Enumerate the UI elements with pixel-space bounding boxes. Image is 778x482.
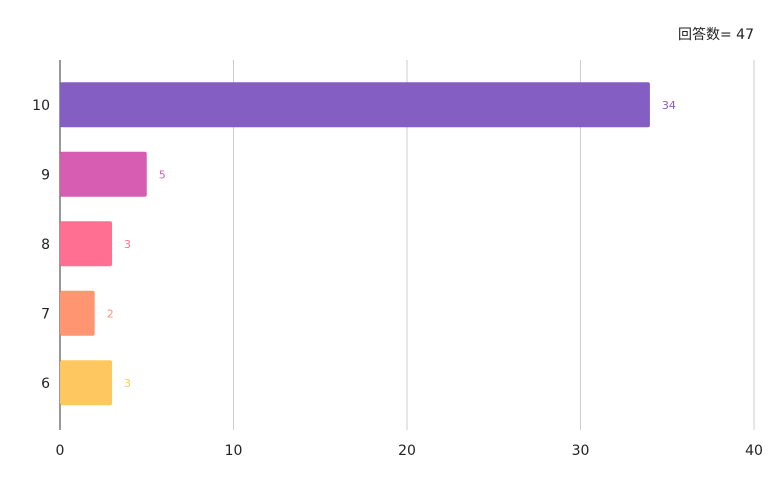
data-label-9: 5 — [159, 168, 166, 181]
x-tick-label-30: 30 — [572, 443, 590, 459]
x-tick-label-10: 10 — [225, 443, 243, 459]
bar-7[interactable] — [60, 290, 95, 336]
y-tick-label-6: 6 — [41, 376, 50, 392]
y-tick-label-8: 8 — [41, 237, 50, 253]
y-tick-label-9: 9 — [41, 167, 50, 183]
bar-10[interactable] — [60, 82, 650, 128]
data-label-7: 2 — [107, 307, 114, 320]
data-label-6: 3 — [124, 377, 131, 390]
y-tick-label-7: 7 — [41, 306, 50, 322]
x-tick-label-20: 20 — [398, 443, 416, 459]
response-count-label: 回答数= 47 — [678, 27, 754, 43]
bar-6[interactable] — [60, 360, 113, 406]
bar-9[interactable] — [60, 151, 147, 197]
bar-8[interactable] — [60, 221, 113, 267]
data-label-8: 3 — [124, 238, 131, 251]
y-tick-label-10: 10 — [32, 98, 50, 114]
data-label-10: 34 — [662, 99, 676, 112]
x-tick-label-40: 40 — [745, 443, 763, 459]
x-tick-label-0: 0 — [56, 443, 65, 459]
